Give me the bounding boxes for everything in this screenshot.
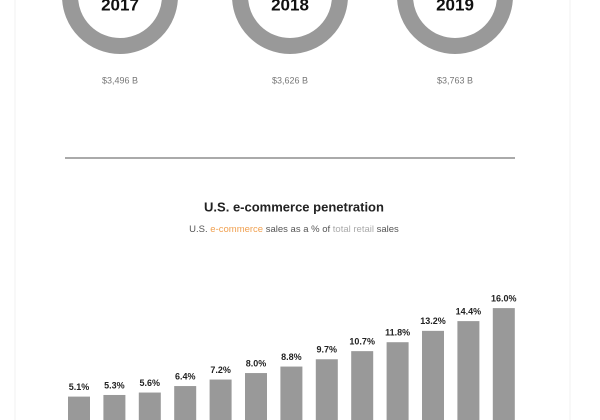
- subtitle-part: e-commerce: [210, 224, 263, 235]
- value-label: 9.7%: [317, 345, 338, 355]
- value-label: 8.8%: [281, 352, 302, 362]
- value-label: 5.6%: [140, 378, 161, 388]
- bar: [174, 386, 197, 420]
- value-label: 7.2%: [210, 365, 231, 375]
- value-label: 13.2%: [420, 316, 446, 326]
- donut-year: 2018: [271, 0, 309, 14]
- bar: [209, 379, 232, 420]
- value-label: 6.4%: [175, 371, 196, 381]
- donut-ring: [397, 0, 513, 54]
- donut-ring: [62, 0, 178, 54]
- bar: [138, 392, 161, 420]
- bar: [386, 342, 409, 420]
- bar: [457, 321, 480, 420]
- bar: [422, 330, 444, 420]
- bar: [351, 351, 374, 420]
- chart-title: U.S. e-commerce penetration: [204, 199, 384, 214]
- chart-subtitle: U.S. e-commerce sales as a % of total re…: [189, 224, 399, 235]
- bar: [492, 308, 515, 420]
- subtitle-part: sales: [374, 224, 399, 235]
- donut-total: $3,496 B: [102, 75, 138, 85]
- bar: [245, 373, 267, 420]
- subtitle-part: U.S.: [189, 224, 210, 235]
- donut-ring: [232, 0, 348, 54]
- donut-year: 2017: [101, 0, 139, 14]
- bar: [68, 396, 90, 420]
- value-label: 16.0%: [491, 293, 517, 303]
- bar: [103, 394, 126, 420]
- bar: [280, 366, 303, 420]
- value-label: 5.1%: [69, 382, 90, 392]
- subtitle-part: total retail: [333, 224, 374, 235]
- donut-year: 2019: [436, 0, 474, 14]
- donut-total: $3,763 B: [437, 75, 473, 85]
- value-label: 5.3%: [104, 380, 125, 390]
- value-label: 10.7%: [349, 337, 375, 347]
- value-label: 11.8%: [385, 328, 410, 338]
- value-label: 14.4%: [456, 306, 482, 316]
- subtitle-part: sales as a % of: [263, 224, 333, 235]
- value-label: 8.0%: [246, 358, 267, 368]
- donut-total: $3,626 B: [272, 75, 308, 85]
- bar: [315, 359, 338, 420]
